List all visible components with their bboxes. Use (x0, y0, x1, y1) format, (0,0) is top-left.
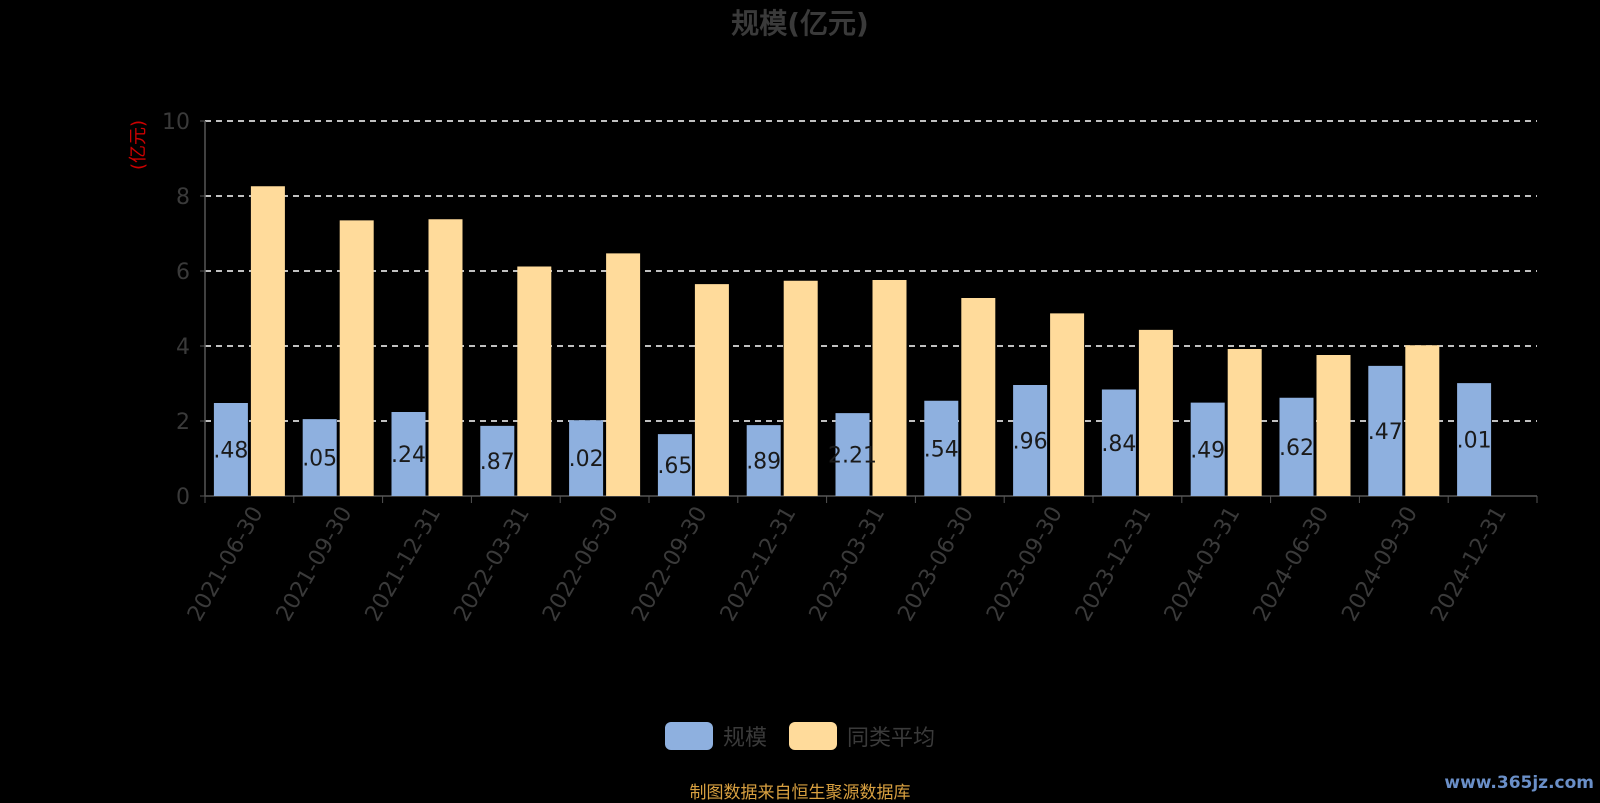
y-tick-label: 6 (176, 260, 190, 285)
x-tick-label: 2022-06-30 (538, 503, 624, 626)
legend-label-peer-average: 同类平均 (847, 726, 936, 751)
x-tick-label: 2023-12-31 (1071, 503, 1157, 626)
x-tick-label: 2024-12-31 (1426, 503, 1512, 626)
bar-peer-average (1050, 313, 1085, 496)
legend-swatch-scale (664, 722, 713, 750)
data-label-scale: .01 (1457, 429, 1492, 454)
bar-scale (1190, 402, 1225, 496)
bar-peer-average (1405, 345, 1440, 496)
y-axis-label: (亿元) (128, 120, 149, 170)
bar-peer-average (872, 280, 907, 496)
bar-peer-average (339, 220, 374, 496)
x-tick-label: 2023-09-30 (982, 503, 1068, 626)
x-tick-label: 2024-06-30 (1249, 503, 1335, 626)
bar-peer-average (1316, 355, 1351, 496)
bar-scale (213, 403, 248, 496)
data-labels: .48 .05 .24 .87 .02 .65 .89 2.21 .54 .96 .84 .49 .62… (213, 420, 1491, 479)
legend: 规模 同类平均 (0, 720, 1600, 752)
x-tick-label: 2023-06-30 (893, 503, 979, 626)
bar-scale (302, 419, 337, 496)
chart-title: 规模(亿元) (731, 7, 869, 40)
bar-scale (835, 413, 870, 496)
data-label-scale: 2.21 (828, 444, 877, 469)
bar-scale (391, 412, 426, 496)
y-tick-label: 8 (176, 185, 190, 210)
x-tick-label: 2022-12-31 (716, 503, 802, 626)
data-label-scale: .47 (1368, 420, 1403, 445)
x-tick-label: 2022-03-31 (449, 503, 535, 626)
data-label-scale: .49 (1190, 438, 1225, 463)
y-tick-label: 2 (176, 410, 190, 435)
y-tick-label: 0 (176, 485, 190, 510)
y-tick-label: 10 (162, 110, 190, 135)
bar-scale (1457, 383, 1492, 496)
gridlines (205, 120, 1537, 422)
legend-label-scale: 规模 (722, 726, 767, 751)
data-label-scale: .84 (1101, 432, 1136, 457)
bar-scale (924, 400, 959, 496)
bar-scale (1013, 385, 1048, 496)
bar-peer-average (1138, 329, 1173, 496)
data-label-scale: .96 (1013, 430, 1048, 455)
x-tick-label: 2021-06-30 (183, 503, 269, 626)
x-tick-label: 2024-03-31 (1160, 503, 1246, 626)
bar-peer-average (606, 253, 641, 496)
x-tick-label: 2023-03-31 (805, 503, 891, 626)
bar-peer-average (694, 284, 729, 496)
bar-scale (1368, 365, 1403, 496)
data-label-scale: .65 (657, 454, 692, 479)
y-tick-label: 4 (176, 335, 190, 360)
bar-peer-average (250, 186, 285, 496)
bar-peer-average (428, 219, 463, 496)
data-label-scale: .62 (1279, 436, 1314, 461)
bars (213, 186, 1492, 496)
data-label-scale: .54 (924, 437, 959, 462)
bar-scale (746, 425, 781, 496)
data-label-scale: .87 (480, 450, 515, 475)
bar-scale (1279, 397, 1314, 496)
x-tick-label: 2021-12-31 (361, 503, 447, 626)
data-label-scale: .05 (302, 447, 337, 472)
legend-swatch-peer-average (789, 722, 837, 750)
watermark: www.365jz.com (1444, 773, 1594, 793)
data-label-scale: .02 (569, 447, 604, 472)
source-note: 制图数据来自恒生聚源数据库 (689, 783, 911, 803)
x-tick-label: 2021-09-30 (272, 503, 358, 626)
x-tick-label: 2024-09-30 (1337, 503, 1423, 626)
x-tick-label: 2022-09-30 (627, 503, 713, 626)
data-label-scale: .48 (213, 439, 248, 464)
bar-peer-average (1227, 349, 1262, 496)
bar-scale (569, 420, 604, 496)
legend-item-peer-average[interactable]: 同类平均 (789, 720, 935, 752)
bar-scale (1101, 389, 1136, 496)
data-label-scale: .89 (746, 450, 781, 475)
bar-peer-average (961, 298, 996, 496)
bar-scale (480, 425, 515, 496)
bar-peer-average (783, 280, 818, 496)
bar-peer-average (517, 266, 552, 496)
legend-item-scale[interactable]: 规模 (664, 720, 767, 752)
data-label-scale: .24 (391, 443, 426, 468)
bar-scale (657, 434, 692, 496)
